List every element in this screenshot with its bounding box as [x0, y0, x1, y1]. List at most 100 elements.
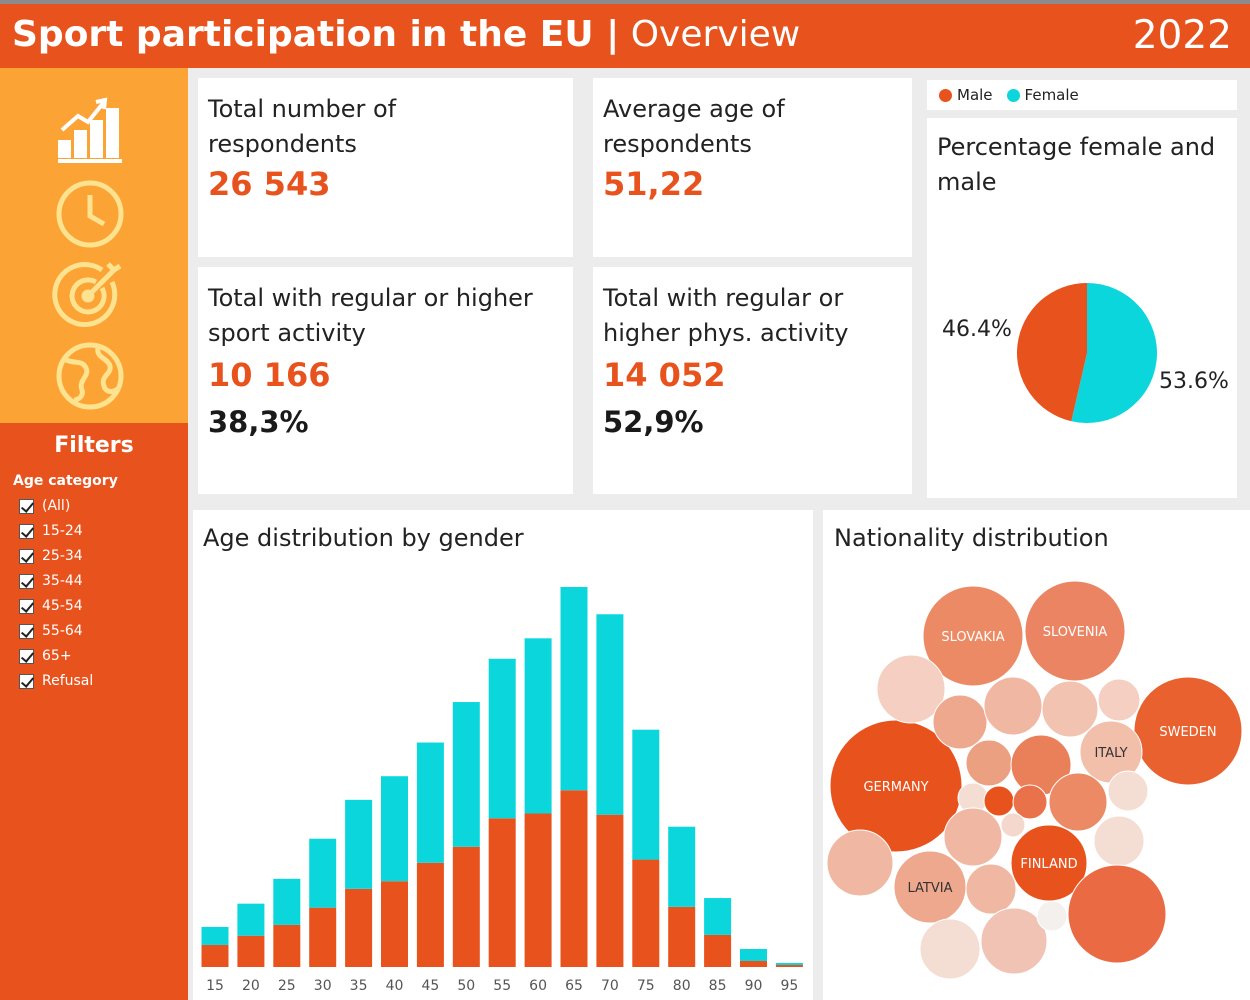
- x-tick-label: 30: [314, 978, 332, 994]
- bubble-slovakia[interactable]: [922, 585, 1024, 687]
- bar-female[interactable]: [345, 799, 373, 889]
- x-tick-label: 55: [493, 978, 511, 994]
- checkbox[interactable]: [19, 573, 34, 589]
- filter-item-55-64[interactable]: 55-64: [19, 621, 83, 641]
- bubble[interactable]: [983, 676, 1043, 736]
- bar-female[interactable]: [381, 776, 408, 882]
- pie-slice-female[interactable]: [1071, 283, 1157, 423]
- bar-male[interactable]: [488, 818, 516, 967]
- bubble-label: SLOVAKIA: [941, 630, 1004, 645]
- bar-female[interactable]: [201, 926, 229, 945]
- bar-female[interactable]: [488, 658, 516, 819]
- bubble-label: SWEDEN: [1159, 725, 1216, 740]
- bar-male[interactable]: [596, 814, 624, 967]
- bar-female[interactable]: [775, 962, 803, 965]
- bar-male[interactable]: [309, 907, 337, 967]
- filter-item-refusal[interactable]: Refusal: [19, 671, 93, 691]
- bubble[interactable]: [1093, 815, 1145, 867]
- bar-male[interactable]: [668, 906, 696, 967]
- bar-female[interactable]: [740, 948, 767, 961]
- nav-panel: [0, 68, 188, 423]
- filter-item-65-plus[interactable]: 65+: [19, 646, 72, 666]
- bar-male[interactable]: [704, 934, 732, 967]
- pie-slice-male[interactable]: [1017, 283, 1087, 422]
- chart-growth-icon[interactable]: [52, 90, 128, 166]
- x-tick-label: 15: [206, 978, 224, 994]
- bubble[interactable]: [980, 907, 1048, 975]
- checkbox[interactable]: [19, 523, 34, 539]
- bar-female[interactable]: [668, 826, 696, 907]
- bubble[interactable]: [943, 807, 1003, 867]
- bar-female[interactable]: [632, 729, 660, 860]
- bubble[interactable]: [1000, 812, 1026, 838]
- kpi-card-sport-activity: Total with regular or higher sport activ…: [198, 267, 573, 494]
- bubble[interactable]: [1041, 680, 1099, 738]
- checkbox[interactable]: [19, 598, 34, 614]
- bar-female[interactable]: [596, 614, 624, 815]
- bar-male[interactable]: [416, 862, 444, 967]
- bar-male[interactable]: [381, 881, 408, 967]
- bubble[interactable]: [1012, 784, 1048, 820]
- bar-female[interactable]: [524, 638, 552, 814]
- bar-male[interactable]: [632, 859, 660, 967]
- bar-male[interactable]: [201, 944, 229, 967]
- bubble[interactable]: [1036, 900, 1068, 932]
- bar-male[interactable]: [560, 790, 588, 967]
- age-distribution-card: Age distribution by gender 15 20 25 30 35 40 4…: [193, 510, 813, 1000]
- bubble-label: SLOVENIA: [1043, 625, 1108, 640]
- bubble[interactable]: [1067, 864, 1167, 964]
- filter-item-25-34[interactable]: 25-34: [19, 546, 83, 566]
- legend-female[interactable]: Female: [1006, 86, 1079, 104]
- bar-female[interactable]: [560, 587, 588, 791]
- clock-icon[interactable]: [52, 176, 128, 252]
- bar-male[interactable]: [740, 960, 767, 967]
- x-tick-label: 45: [421, 978, 439, 994]
- filter-item-35-44[interactable]: 35-44: [19, 571, 83, 591]
- top-strip: [0, 0, 1250, 4]
- bar-male[interactable]: [345, 888, 373, 967]
- x-tick-label: 65: [565, 978, 583, 994]
- filters-title: Filters: [54, 433, 134, 458]
- checkbox[interactable]: [19, 548, 34, 564]
- legend-male[interactable]: Male: [939, 86, 993, 104]
- bubble[interactable]: [1107, 770, 1149, 812]
- bubble[interactable]: [919, 918, 981, 980]
- bubble[interactable]: [965, 863, 1017, 915]
- checkbox[interactable]: [19, 648, 34, 664]
- bubble[interactable]: [965, 739, 1013, 787]
- bar-male[interactable]: [524, 813, 552, 967]
- filter-item-45-54[interactable]: 45-54: [19, 596, 83, 616]
- kpi-value: 51,22: [603, 165, 705, 203]
- bar-male[interactable]: [452, 846, 480, 967]
- bar-female[interactable]: [452, 702, 480, 847]
- globe-icon[interactable]: [52, 338, 128, 414]
- checkbox[interactable]: [19, 673, 34, 689]
- x-tick-label: 20: [242, 978, 260, 994]
- bar-female[interactable]: [704, 898, 732, 935]
- filter-item-15-24[interactable]: 15-24: [19, 521, 83, 541]
- bar-female[interactable]: [273, 878, 301, 925]
- pie-chart: 46.4% 53.6%: [942, 283, 1229, 423]
- bubble[interactable]: [876, 654, 946, 724]
- bar-male[interactable]: [273, 924, 301, 967]
- gender-legend: Male Female: [927, 80, 1237, 110]
- bubble[interactable]: [1048, 772, 1108, 832]
- kpi-label: Average age of respondents: [603, 95, 785, 158]
- checkbox[interactable]: [19, 623, 34, 639]
- bubble[interactable]: [1097, 678, 1141, 722]
- bar-female[interactable]: [237, 903, 265, 936]
- bar-male[interactable]: [775, 964, 803, 967]
- x-tick-label: 50: [457, 978, 475, 994]
- bubble[interactable]: [932, 694, 988, 750]
- filter-item-all[interactable]: (All): [19, 496, 70, 516]
- target-icon[interactable]: [52, 258, 128, 334]
- x-tick-label: 25: [278, 978, 296, 994]
- bar-female[interactable]: [309, 838, 337, 908]
- bar-female[interactable]: [416, 742, 444, 863]
- bubble[interactable]: [983, 785, 1015, 817]
- bar-male[interactable]: [237, 935, 265, 967]
- bubble[interactable]: [826, 829, 894, 897]
- x-tick-label: 90: [745, 978, 763, 994]
- kpi-card-average-age: Average age of respondents 51,22: [593, 78, 912, 257]
- checkbox[interactable]: [19, 498, 34, 514]
